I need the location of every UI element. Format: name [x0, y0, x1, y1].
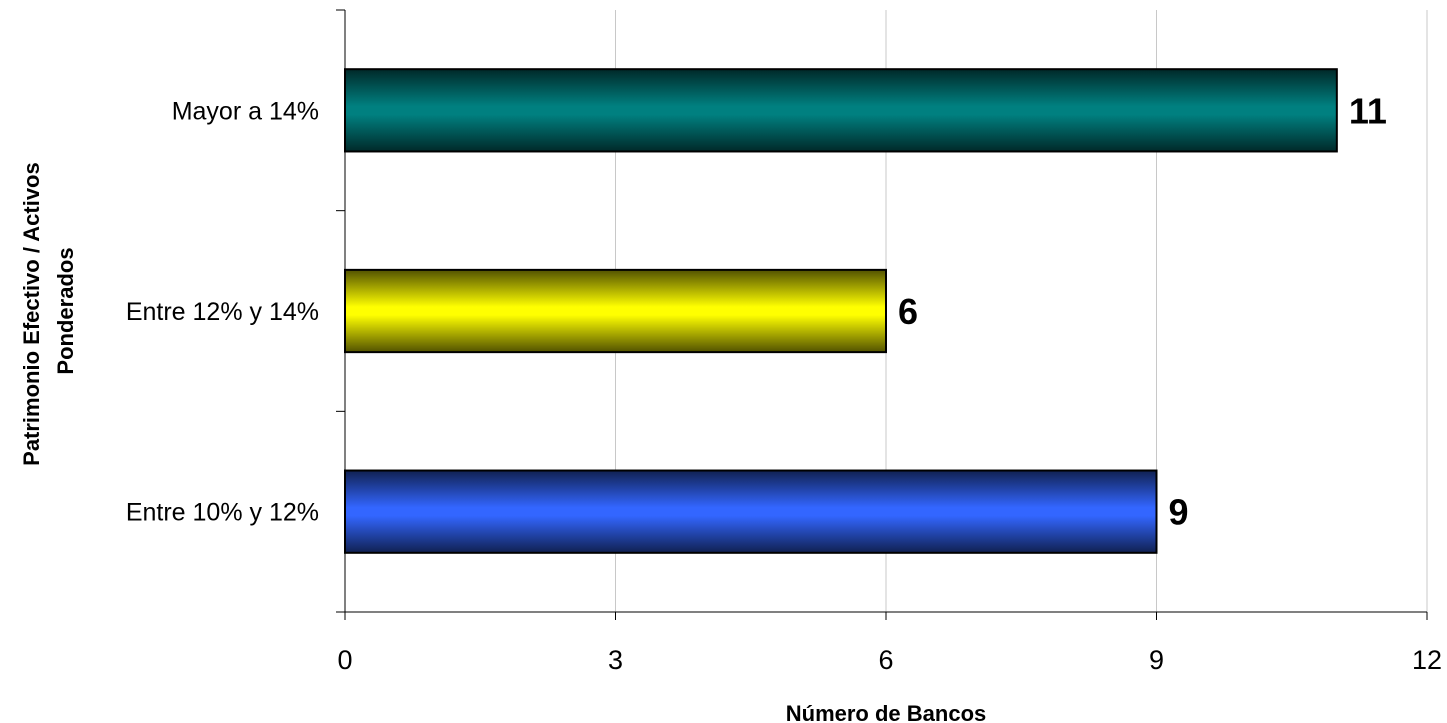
- category-label: Entre 12% y 14%: [126, 298, 319, 326]
- x-tick-label: 9: [1149, 645, 1164, 675]
- y-axis-title-line-1: Patrimonio Efectivo / Activos: [19, 162, 44, 466]
- x-tick-label: 6: [878, 645, 893, 675]
- category-labels: Mayor a 14% Entre 12% y 14% Entre 10% y 12…: [126, 97, 319, 526]
- x-tick-label: 3: [608, 645, 623, 675]
- y-axis-title: Patrimonio Efectivo / Activos Ponderados: [19, 156, 78, 466]
- x-axis-title: Número de Bancos: [786, 701, 987, 723]
- data-label: 9: [1169, 492, 1189, 533]
- data-label: 6: [898, 291, 918, 332]
- y-axis-title-line-2: Ponderados: [53, 247, 78, 374]
- bar: [345, 69, 1337, 151]
- data-label: 11: [1349, 90, 1387, 131]
- x-tick-label: 0: [337, 645, 352, 675]
- category-label: Mayor a 14%: [172, 97, 319, 125]
- data-labels: 11 6 9: [898, 90, 1387, 532]
- bar: [345, 270, 886, 352]
- bar: [345, 471, 1157, 553]
- bars: [345, 69, 1337, 553]
- category-label: Entre 10% y 12%: [126, 499, 319, 527]
- x-tick-label: 12: [1412, 645, 1442, 675]
